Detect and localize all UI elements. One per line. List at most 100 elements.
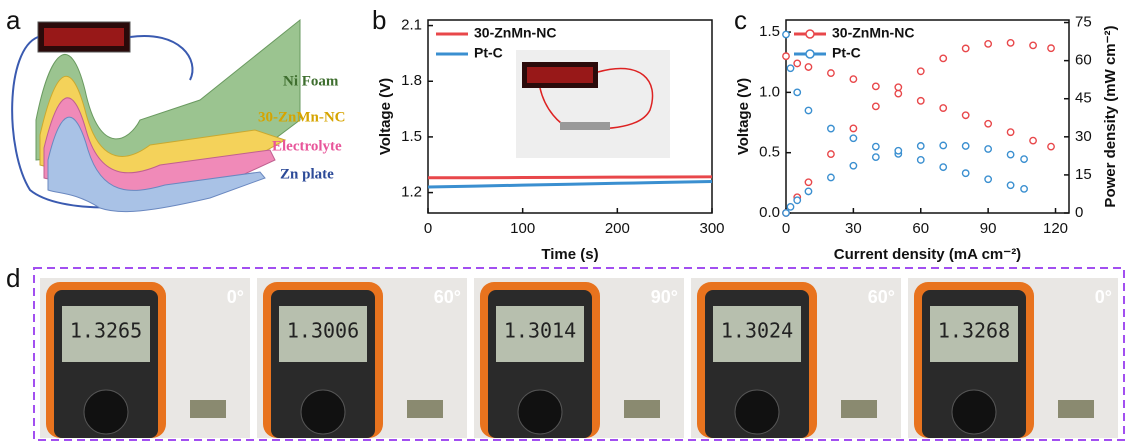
data-point [984, 145, 993, 153]
meter-reading: 1.3006 [287, 319, 359, 343]
panel-label: a [6, 5, 21, 35]
meter-dial [300, 389, 346, 435]
legend-marker [805, 29, 815, 39]
panel-label: b [372, 5, 386, 35]
y-tick-label: 2.1 [401, 17, 422, 34]
y-axis-title: Voltage (V) [735, 78, 752, 155]
x-tick-label: 90 [980, 220, 997, 237]
y2-tick-label: 15 [1075, 166, 1092, 183]
meter-screen [713, 306, 801, 362]
led-text [527, 67, 593, 83]
data-point [1029, 136, 1037, 145]
y2-tick-label: 30 [1075, 128, 1092, 145]
panel-label: c [734, 5, 747, 35]
data-point [804, 106, 813, 115]
meter-screen [279, 306, 367, 362]
layer-label: Ni Foam [283, 73, 339, 89]
data-point [939, 141, 948, 150]
meter-screen [62, 306, 150, 362]
y-axis-title: Voltage (V) [377, 78, 394, 155]
y-tick-label: 1.5 [401, 128, 422, 145]
battery [190, 400, 226, 418]
y2-tick-label: 75 [1075, 14, 1092, 31]
x-tick-label: 60 [912, 220, 929, 237]
led-text [44, 28, 124, 46]
meter-dial [734, 389, 780, 435]
data-point [894, 146, 903, 155]
layer-label: 30-ZnMn-NC [258, 109, 346, 125]
data-point [894, 89, 903, 98]
x-tick-label: 100 [510, 220, 535, 237]
legend-label: 30-ZnMn-NC [474, 25, 556, 41]
data-point [827, 173, 835, 182]
data-point [1047, 44, 1055, 53]
meter-reading: 1.3265 [70, 319, 142, 343]
data-point [849, 124, 858, 133]
data-point [871, 102, 880, 111]
data-point [849, 134, 858, 143]
data-point [782, 209, 790, 217]
meter-reading: 1.3014 [504, 319, 576, 343]
y2-tick-label: 0 [1075, 204, 1083, 221]
data-point [1006, 38, 1015, 47]
angle-label: 90° [651, 287, 678, 307]
series-line [428, 175, 713, 180]
data-point [793, 196, 802, 205]
data-point [916, 156, 925, 164]
meter-reading: 1.3268 [938, 319, 1010, 343]
data-point [1006, 128, 1015, 137]
x-tick-label: 30 [845, 220, 862, 237]
data-point [1047, 142, 1055, 151]
layer-label: Zn plate [280, 166, 334, 182]
photo-frame [33, 267, 1125, 441]
angle-label: 60° [434, 287, 461, 307]
angle-label: 0° [1095, 287, 1112, 307]
data-point [804, 187, 813, 196]
data-point [961, 169, 970, 178]
meter-screen [496, 306, 584, 362]
data-point [961, 44, 970, 53]
battery [1058, 400, 1094, 418]
data-point [916, 142, 925, 150]
angle-label: 0° [227, 287, 244, 307]
data-point [786, 203, 795, 211]
legend-marker [805, 49, 815, 59]
wire [129, 34, 194, 81]
data-point [984, 175, 993, 184]
data-point [939, 54, 948, 63]
data-point [827, 150, 835, 158]
meter-dial [83, 389, 129, 435]
meter-dial [517, 389, 563, 435]
x-tick-label: 120 [1043, 220, 1068, 237]
data-point [1006, 150, 1015, 159]
data-point [984, 39, 993, 48]
data-point [793, 59, 802, 68]
data-point [804, 178, 813, 187]
zn-layer [47, 116, 266, 213]
x-tick-label: 0 [424, 220, 432, 237]
legend-label: Pt-C [832, 45, 861, 61]
battery [841, 400, 877, 418]
battery [624, 400, 660, 418]
x-tick-label: 0 [782, 220, 790, 237]
data-point [939, 104, 948, 112]
data-point [894, 83, 903, 92]
layer-label: Electrolyte [272, 138, 342, 154]
data-point [827, 69, 835, 77]
x-axis-title: Time (s) [541, 246, 598, 263]
y2-tick-label: 45 [1075, 90, 1092, 107]
data-point [849, 161, 858, 170]
battery [407, 400, 443, 418]
series-line [427, 179, 713, 189]
meter-reading: 1.3024 [721, 319, 793, 343]
y-tick-label: 1.8 [401, 72, 422, 89]
data-point [961, 111, 970, 120]
x-tick-label: 200 [605, 220, 630, 237]
plot-frame [785, 19, 1070, 214]
plot-frame [427, 19, 713, 214]
panel-label: d [6, 263, 20, 293]
data-point [849, 75, 858, 84]
data-point [871, 142, 880, 151]
data-point [1006, 181, 1015, 190]
